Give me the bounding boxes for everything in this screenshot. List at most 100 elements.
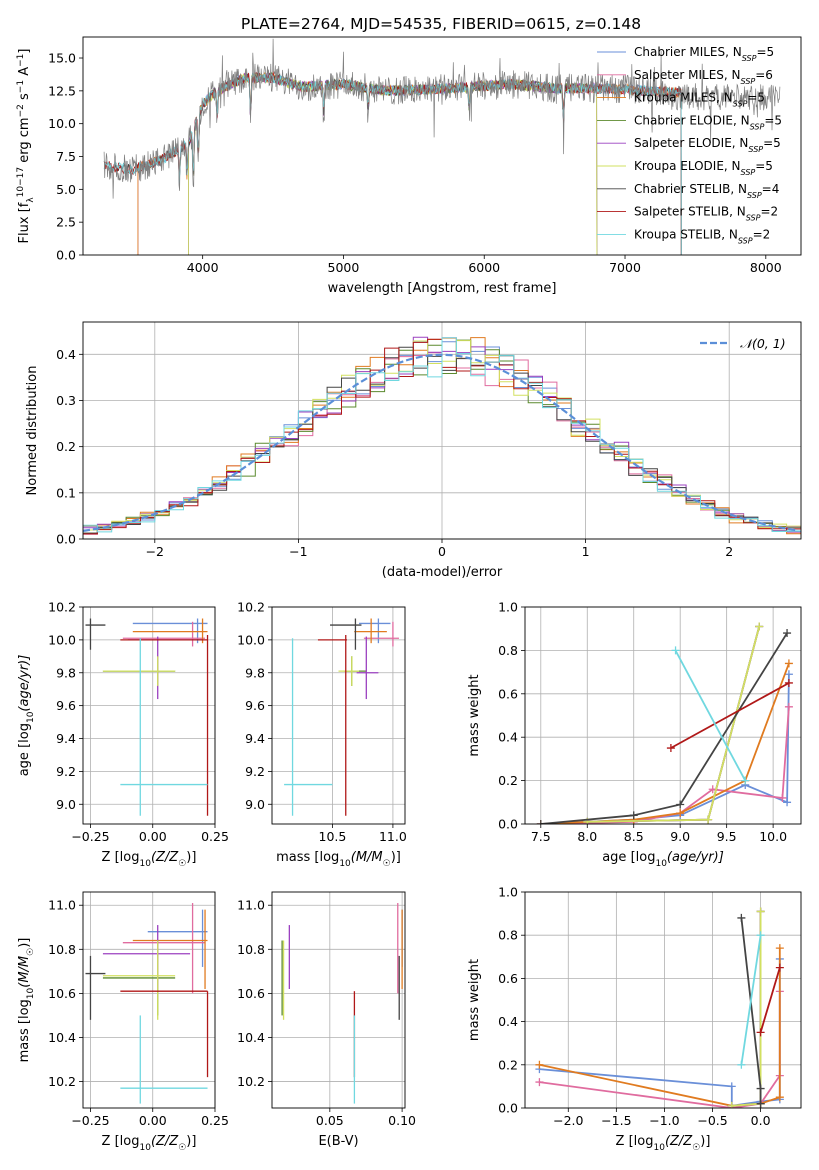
weight-marker <box>536 820 545 824</box>
weight-series-salpeter-elodie <box>583 622 764 824</box>
legend-text: Salpeter STELIB, N <box>634 205 746 219</box>
errorbar-point-salpeter-stelib <box>120 634 209 816</box>
x-tick-label: −0.25 <box>71 1113 109 1128</box>
legend-text: Chabrier MILES, N <box>634 45 742 59</box>
legend-text: Kroupa ELODIE, N <box>634 159 741 173</box>
label-part: age [log <box>17 723 32 776</box>
legend-subscript: SSP <box>746 213 761 222</box>
y-tick-label: 2.5 <box>56 215 76 230</box>
label-part: (Z/Z <box>665 1134 693 1149</box>
weight-marker <box>676 809 685 818</box>
legend-text: Chabrier STELIB, N <box>634 182 747 196</box>
normal-curve <box>83 353 799 532</box>
legend-label-kroupa-elodie: Kroupa ELODIE, NSSP=5 <box>634 159 773 177</box>
model-spectrum-salpeter-stelib <box>103 71 682 255</box>
x-tick-label: −2 <box>146 544 164 559</box>
y-tick-label: 10.2 <box>48 600 76 615</box>
weight-line <box>674 649 746 782</box>
weight-marker <box>676 800 685 809</box>
errorbar-point-chabrier-stelib <box>85 955 106 1020</box>
label-part: s <box>17 93 32 104</box>
weight-marker <box>755 622 764 631</box>
observed-spectrum <box>103 38 781 199</box>
label-part: (age/yr)] <box>17 655 32 712</box>
errorbar-point-kroupa-elodie <box>102 940 176 1020</box>
weight-marker <box>783 629 792 638</box>
weight-series-kroupa-elodie <box>583 622 764 824</box>
plot-area <box>83 336 801 539</box>
label-part: age [log <box>602 850 655 865</box>
errorbar-point-salpeter-elodie <box>102 925 191 989</box>
x-axis-label: E(B-V) <box>318 1134 358 1149</box>
x-tick-label: 8000 <box>750 260 782 275</box>
weight-line <box>540 674 790 824</box>
x-tick-label: 0.10 <box>388 1113 416 1128</box>
legend-text: Chabrier ELODIE, N <box>634 113 750 127</box>
y-axis-label: Flux [fλ10−17 erg cm−2 s−1 A−1] <box>16 49 36 244</box>
axes-frame <box>82 36 802 256</box>
weight-marker <box>727 1082 736 1091</box>
x-tick-label: 7.5 <box>531 829 551 844</box>
y-tick-label: 0.3 <box>56 393 76 408</box>
y-tick-label: 0.0 <box>498 1101 518 1116</box>
legend-text: Kroupa MILES, N <box>634 91 733 105</box>
weight-marker <box>535 1078 544 1087</box>
label-part: ☉ <box>26 948 36 956</box>
x-tick-label: 0 <box>438 544 446 559</box>
y-tick-label: 10.8 <box>237 942 265 957</box>
axes-frame <box>271 891 406 1109</box>
y-axis-label: mass weight <box>467 959 482 1041</box>
label-part: (Z/Z <box>151 1134 179 1149</box>
weight-series-salpeter-stelib <box>666 678 793 753</box>
errorbar-point-kroupa-miles <box>132 618 208 644</box>
y-tick-label: 10.6 <box>48 986 76 1001</box>
x-axis-label: wavelength [Angstrom, rest frame] <box>328 281 557 296</box>
x-tick-label: −1.0 <box>649 1113 679 1128</box>
panel-mass-vs-ebv: 0.05 0.10 10.2 10.4 10.6 10.8 11.0 E(B-V) <box>237 891 416 1149</box>
x-axis-label: age [log10(age/yr)] <box>602 850 724 869</box>
legend-label-salpeter-stelib: Salpeter STELIB, NSSP=2 <box>634 205 778 223</box>
x-axis-label: mass [log10(M/M☉)] <box>276 850 401 869</box>
legend-count: =2 <box>753 227 771 241</box>
legend-count: =5 <box>755 159 773 173</box>
panel-residuals: −2 −1 0 1 2 0.0 0.1 0.2 0.3 0.4 (data-model)/error… <box>25 321 802 580</box>
legend-subscript: SSP <box>748 145 763 154</box>
y-tick-label: 0.8 <box>498 643 518 658</box>
panel-weight-vs-Z: −2.0 −1.5 −1.0 −0.5 0.0 0.0 0.2 0.4 0.6 0.8 1.0 Z [… <box>467 885 802 1153</box>
weight-marker <box>775 963 784 972</box>
y-tick-label: 10.6 <box>237 986 265 1001</box>
y-tick-label: 10.2 <box>237 600 265 615</box>
y-tick-label: 12.5 <box>48 83 76 98</box>
weight-line <box>731 911 762 1107</box>
x-tick-label: 1 <box>582 544 590 559</box>
legend-label-chabrier-elodie: Chabrier ELODIE, NSSP=5 <box>634 113 782 130</box>
weight-marker <box>727 1101 736 1108</box>
y-tick-label: 9.4 <box>56 731 76 746</box>
weight-marker <box>535 1060 544 1069</box>
x-tick-label: 4000 <box>187 260 219 275</box>
label-part: 10 <box>16 186 26 198</box>
label-part: 10 <box>139 1143 151 1153</box>
plot-area <box>281 903 403 1104</box>
legend-label-chabrier-stelib: Chabrier STELIB, NSSP=4 <box>634 182 779 200</box>
errorbar-point-kroupa-stelib <box>120 1015 208 1104</box>
x-tick-label: 9.0 <box>670 829 690 844</box>
weight-marker <box>666 744 675 753</box>
plot-area <box>284 618 399 816</box>
label-part: A <box>17 67 32 80</box>
errorbar-point-salpeter-elodie <box>127 636 203 700</box>
y-tick-label: 9.2 <box>56 764 76 779</box>
y-tick-label: 0.0 <box>498 817 518 832</box>
label-part: (M/M <box>17 956 32 988</box>
axes-frame <box>524 606 802 825</box>
y-tick-label: 0.4 <box>56 347 76 362</box>
errorbar-point-chabrier-miles <box>359 618 391 644</box>
y-tick-label: 10.0 <box>48 116 76 131</box>
errorbar-point-kroupa-elodie <box>338 656 360 686</box>
weight-line <box>540 663 790 824</box>
legend-subscript: SSP <box>742 54 757 63</box>
weight-line <box>539 948 781 1107</box>
weight-line <box>540 706 790 824</box>
y-tick-label: 0.0 <box>56 248 76 263</box>
